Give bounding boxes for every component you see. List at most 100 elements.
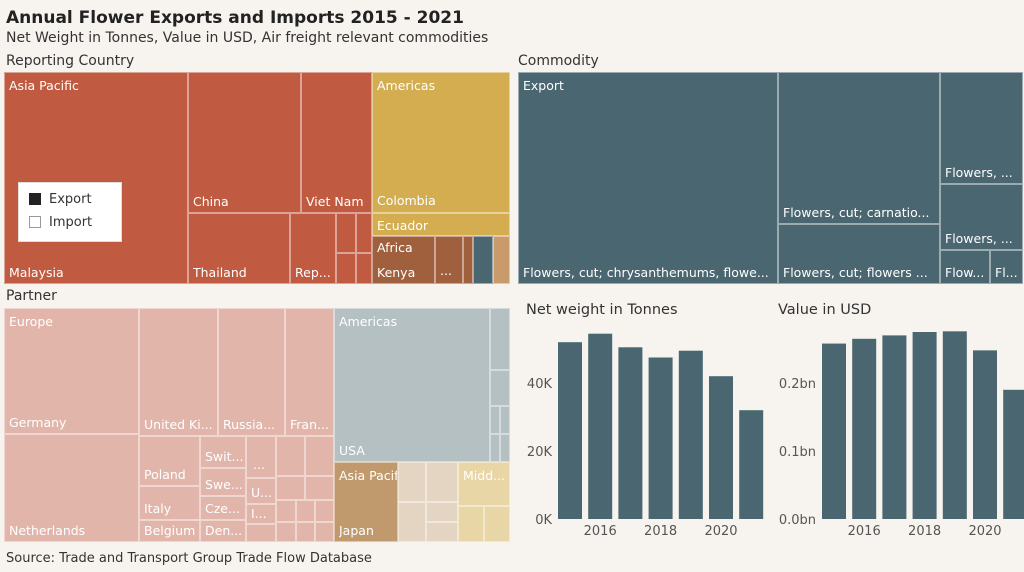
- tile-small[interactable]: [276, 500, 296, 522]
- tile-russia[interactable]: Russia...: [218, 308, 285, 436]
- tile-small[interactable]: [276, 522, 296, 542]
- tile-thailand[interactable]: Thailand: [188, 213, 290, 284]
- tile-flowers-b[interactable]: Flowers, ...: [940, 184, 1023, 250]
- label-asia-pacific: Asia Pacific: [339, 469, 398, 483]
- tile-small[interactable]: [426, 462, 458, 502]
- tile-usa[interactable]: Americas USA: [334, 308, 490, 462]
- tile-fl[interactable]: Fl...: [990, 250, 1023, 284]
- tile-small[interactable]: [398, 502, 426, 542]
- tile-japan[interactable]: Asia Pacific Japan: [334, 462, 398, 542]
- tile-malaysia[interactable]: Asia Pacific Malaysia: [4, 72, 188, 284]
- value-bar-2017[interactable]: [882, 335, 907, 519]
- value-bar-2015[interactable]: [822, 343, 846, 519]
- tile-sweden[interactable]: Swe...: [200, 468, 246, 496]
- tile-flowers-cut[interactable]: Flowers, cut; flowers ...: [778, 224, 940, 284]
- label-japan: Japan: [339, 524, 374, 538]
- chart-subtitle: Net Weight in Tonnes, Value in USD, Air …: [6, 30, 489, 46]
- tile-chrysanthemums[interactable]: Export Flowers, cut; chrysanthemums, flo…: [518, 72, 778, 284]
- tile-belgium[interactable]: Belgium: [139, 520, 200, 542]
- tile-flowers-a[interactable]: Flowers, ...: [940, 72, 1023, 184]
- tile-small[interactable]: [246, 524, 276, 542]
- tile-germany[interactable]: Europe Germany: [4, 308, 139, 434]
- tile-czechia[interactable]: Cze...: [200, 496, 246, 520]
- weight-bar-2015[interactable]: [558, 342, 582, 519]
- value-bar-2020[interactable]: [973, 350, 997, 519]
- label-thailand: Thailand: [193, 266, 247, 280]
- tile-small[interactable]: [336, 213, 356, 253]
- partner-treemap: Europe Germany Netherlands United Ki... …: [4, 308, 510, 542]
- legend-import[interactable]: Import: [29, 214, 92, 230]
- tile-u[interactable]: U...: [246, 478, 276, 504]
- tile-middle-east[interactable]: Midd...: [458, 462, 510, 506]
- tile-small[interactable]: [398, 462, 426, 502]
- tile-i[interactable]: I...: [246, 504, 276, 524]
- tile-small[interactable]: [315, 522, 334, 542]
- label-italy: Italy: [144, 502, 172, 516]
- value-xtick-label: 2020: [968, 524, 1001, 539]
- reporting-country-heading: Reporting Country: [6, 53, 135, 69]
- tile-small[interactable]: [276, 436, 305, 476]
- weight-bar-2019[interactable]: [678, 350, 703, 519]
- tile-small[interactable]: [490, 406, 500, 434]
- label-flow: Flow...: [945, 266, 985, 280]
- tile-small[interactable]: [426, 502, 458, 522]
- tile-flow[interactable]: Flow...: [940, 250, 990, 284]
- chart-title: Annual Flower Exports and Imports 2015 -…: [6, 8, 464, 28]
- weight-xtick-label: 2016: [584, 524, 617, 539]
- tile-small[interactable]: [296, 500, 315, 522]
- label-flowers-cut: Flowers, cut; flowers ...: [783, 266, 928, 280]
- tile-carnations[interactable]: Flowers, cut; carnatio...: [778, 72, 940, 224]
- tile-colombia[interactable]: Americas Colombia: [372, 72, 510, 213]
- tile-united-kingdom[interactable]: United Ki...: [139, 308, 218, 436]
- tile-viet-nam[interactable]: Viet Nam: [301, 72, 372, 213]
- tile-small[interactable]: [426, 522, 458, 542]
- tile-small[interactable]: [305, 476, 334, 500]
- tile-china[interactable]: China: [188, 72, 301, 213]
- value-bar-2018[interactable]: [912, 332, 937, 519]
- weight-bar-2016[interactable]: [588, 333, 613, 519]
- value-chart-title: Value in USD: [778, 302, 872, 318]
- label-ellipsis: ...: [440, 264, 452, 278]
- tile-small[interactable]: [463, 236, 473, 284]
- tile-small[interactable]: [356, 213, 372, 253]
- tile-small[interactable]: [276, 476, 305, 500]
- tile-small[interactable]: [315, 500, 334, 522]
- tile-kenya[interactable]: Africa Kenya: [372, 236, 435, 284]
- tile-france[interactable]: Fran...: [285, 308, 334, 436]
- weight-bar-2018[interactable]: [648, 357, 673, 520]
- tile-italy[interactable]: Italy: [139, 486, 200, 520]
- tile-ecuador[interactable]: Ecuador: [372, 213, 510, 236]
- tile-small[interactable]: [458, 506, 484, 542]
- label-uk: United Ki...: [144, 418, 213, 432]
- weight-bar-2021[interactable]: [739, 410, 764, 519]
- tile-small[interactable]: [490, 434, 500, 462]
- weight-bar-2017[interactable]: [618, 347, 643, 519]
- tile-small[interactable]: [336, 253, 356, 284]
- value-bar-2021[interactable]: [1003, 389, 1024, 519]
- tile-republic[interactable]: Rep...: [290, 213, 336, 284]
- tile-switzerland[interactable]: Swit...: [200, 436, 246, 468]
- legend-export[interactable]: Export: [29, 191, 92, 207]
- value-bar-2016[interactable]: [852, 338, 877, 519]
- tile-small[interactable]: [356, 253, 372, 284]
- value-bar-2019[interactable]: [942, 331, 967, 519]
- tile-small[interactable]: [305, 436, 334, 476]
- weight-bar-2020[interactable]: [709, 376, 733, 519]
- tile-europe-other[interactable]: ...: [246, 436, 276, 478]
- tile-small[interactable]: [484, 506, 510, 542]
- label-u: U...: [251, 486, 273, 500]
- tile-small[interactable]: [296, 522, 315, 542]
- tile-poland[interactable]: Poland: [139, 436, 200, 486]
- tile-denmark[interactable]: Den...: [200, 520, 246, 542]
- legend-export-swatch: [29, 193, 41, 205]
- tile-small[interactable]: [493, 236, 510, 284]
- tile-africa-other[interactable]: ...: [435, 236, 463, 284]
- weight-xtick-label: 2020: [704, 524, 737, 539]
- tile-small[interactable]: [490, 308, 510, 370]
- tile-small[interactable]: [500, 406, 510, 434]
- tile-small[interactable]: [473, 236, 493, 284]
- tile-small[interactable]: [500, 434, 510, 462]
- tile-small[interactable]: [490, 370, 510, 406]
- weight-chart-title: Net weight in Tonnes: [526, 302, 678, 318]
- tile-netherlands[interactable]: Netherlands: [4, 434, 139, 542]
